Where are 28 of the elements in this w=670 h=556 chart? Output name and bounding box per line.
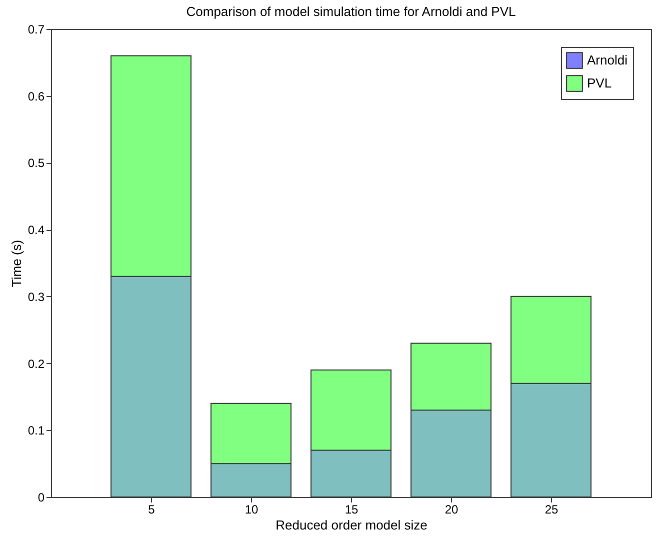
chart-title: Comparison of model simulation time for Arnoldi and PVL [186, 4, 516, 19]
legend-label: Arnoldi [587, 52, 628, 68]
bar [110, 55, 192, 498]
x-tick-label: 25 [544, 502, 558, 516]
bar [110, 276, 192, 498]
bar [210, 463, 292, 498]
bar [410, 342, 492, 498]
y-tick-label: 0.4 [28, 223, 45, 238]
legend-label: PVL [587, 76, 612, 90]
bar [210, 402, 292, 498]
y-tick-label: 0 [38, 490, 45, 504]
y-axis-title: Time (s) [8, 240, 24, 288]
x-tick-label: 15 [344, 502, 358, 516]
bar [410, 410, 492, 498]
bar [510, 296, 592, 498]
y-tick-label: 0.7 [28, 22, 45, 36]
y-tick-label: 0.1 [28, 424, 45, 438]
x-tick-label: 10 [244, 502, 258, 516]
y-tick-label: 0.5 [28, 156, 45, 170]
bar [310, 369, 392, 498]
x-tick-label: 5 [148, 502, 156, 516]
y-tick-label: 0.6 [28, 89, 45, 104]
bar [510, 382, 592, 498]
y-tick-label: 0.2 [28, 356, 45, 371]
x-axis-title: Reduced order model size [276, 518, 428, 532]
y-tick-label: 0.3 [28, 290, 45, 304]
bar [310, 450, 392, 498]
x-tick-label: 20 [444, 502, 458, 516]
